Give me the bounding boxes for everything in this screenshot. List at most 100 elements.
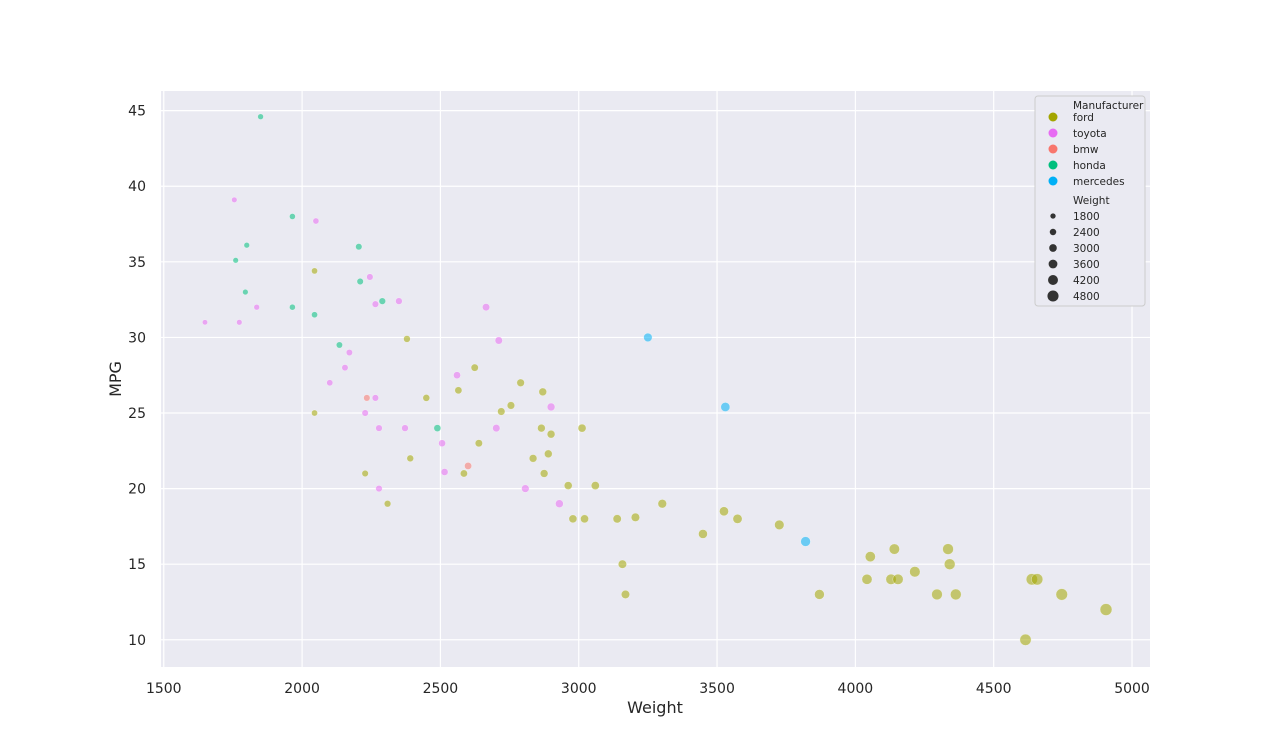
- point-ford: [944, 558, 956, 570]
- point-toyota: [371, 394, 379, 402]
- point-ford: [590, 481, 600, 490]
- point-bmw: [464, 462, 472, 470]
- point-honda: [311, 311, 318, 319]
- point-ford: [516, 378, 525, 387]
- point-toyota: [366, 273, 374, 281]
- point-ford: [497, 407, 506, 416]
- point-toyota: [492, 424, 501, 433]
- x-tick-label: 2500: [423, 681, 459, 697]
- point-bmw: [363, 394, 371, 402]
- point-ford: [909, 566, 921, 578]
- point-ford: [540, 469, 549, 478]
- point-ford: [361, 470, 369, 477]
- legend-hue-title: Manufacturer: [1073, 100, 1144, 112]
- point-ford: [568, 514, 578, 524]
- point-toyota: [555, 499, 564, 508]
- point-toyota: [202, 319, 208, 326]
- plot-background: [161, 91, 1150, 667]
- legend-size-marker: [1049, 244, 1057, 252]
- legend-marker-honda: [1048, 160, 1058, 170]
- point-toyota: [371, 300, 379, 308]
- point-toyota: [345, 349, 353, 356]
- y-tick-label: 20: [128, 482, 146, 498]
- x-tick-label: 3500: [699, 681, 735, 697]
- point-ford: [537, 423, 546, 433]
- legend-marker-bmw: [1048, 144, 1058, 154]
- x-tick-label: 5000: [1114, 681, 1150, 697]
- point-ford: [950, 588, 962, 601]
- point-ford: [861, 573, 873, 585]
- point-ford: [630, 512, 640, 522]
- legend-marker-ford: [1048, 112, 1058, 122]
- legend-size-title: Weight: [1073, 195, 1110, 207]
- point-ford: [474, 439, 483, 448]
- point-honda: [257, 113, 264, 120]
- legend-label-toyota: toyota: [1073, 128, 1107, 140]
- point-ford: [563, 481, 573, 490]
- y-tick-label: 40: [128, 179, 146, 195]
- point-ford: [311, 267, 318, 275]
- point-ford: [621, 589, 630, 599]
- point-honda: [232, 257, 239, 264]
- point-ford: [1031, 573, 1044, 586]
- point-toyota: [312, 217, 320, 225]
- point-honda: [242, 289, 249, 296]
- point-ford: [864, 551, 876, 562]
- point-ford: [612, 514, 622, 524]
- point-honda: [289, 303, 296, 311]
- point-ford: [774, 519, 785, 530]
- point-toyota: [375, 485, 383, 493]
- y-axis-label: MPG: [106, 361, 125, 397]
- point-ford: [618, 559, 627, 569]
- y-tick-label: 30: [128, 330, 146, 346]
- point-mercedes: [800, 536, 811, 547]
- x-tick-label: 2000: [284, 681, 320, 697]
- point-ford: [577, 423, 587, 433]
- point-ford: [454, 386, 463, 395]
- legend-marker-toyota: [1048, 128, 1058, 138]
- point-ford: [470, 363, 479, 372]
- point-honda: [355, 243, 363, 251]
- y-tick-label: 45: [128, 104, 146, 120]
- tick-labels: 1500 2000 2500 3000 3500 4000 4500 5000 10 15 20 25…: [128, 104, 1150, 697]
- point-ford: [931, 588, 943, 601]
- point-honda: [336, 341, 343, 349]
- legend-marker-mercedes: [1048, 176, 1058, 186]
- legend-label-bmw: bmw: [1073, 144, 1099, 156]
- y-tick-label: 35: [128, 255, 146, 271]
- legend-size-marker: [1050, 213, 1056, 219]
- point-toyota: [482, 303, 490, 312]
- point-toyota: [453, 371, 461, 380]
- legend-size-marker: [1047, 290, 1059, 302]
- point-toyota: [253, 304, 260, 311]
- legend: Manufacturer Weight ford toyota bmw honda me…: [1034, 95, 1146, 307]
- legend-size-marker: [1049, 228, 1057, 236]
- y-tick-label: 15: [128, 557, 146, 573]
- y-tick-label: 25: [128, 406, 146, 422]
- point-ford: [406, 454, 414, 463]
- point-ford: [719, 506, 729, 517]
- data-points: [202, 113, 1113, 646]
- legend-size-label: 3000: [1073, 243, 1100, 255]
- legend-size-label: 4200: [1073, 275, 1100, 287]
- point-toyota: [236, 319, 243, 326]
- legend-frame: [1034, 95, 1146, 307]
- x-tick-label: 1500: [146, 681, 182, 697]
- point-honda: [378, 297, 386, 305]
- point-ford: [732, 513, 743, 524]
- point-ford: [580, 514, 589, 524]
- legend-size-label: 4800: [1073, 291, 1100, 303]
- point-toyota: [375, 424, 383, 432]
- point-toyota: [494, 336, 503, 345]
- point-ford: [1019, 633, 1032, 646]
- point-ford: [942, 543, 954, 555]
- point-ford: [544, 449, 553, 458]
- x-tick-label: 4500: [976, 681, 1012, 697]
- legend-label-ford: ford: [1073, 112, 1094, 124]
- x-tick-label: 4000: [838, 681, 874, 697]
- point-mercedes: [643, 332, 653, 342]
- point-ford: [814, 589, 825, 600]
- point-toyota: [326, 379, 334, 387]
- point-ford: [403, 335, 411, 343]
